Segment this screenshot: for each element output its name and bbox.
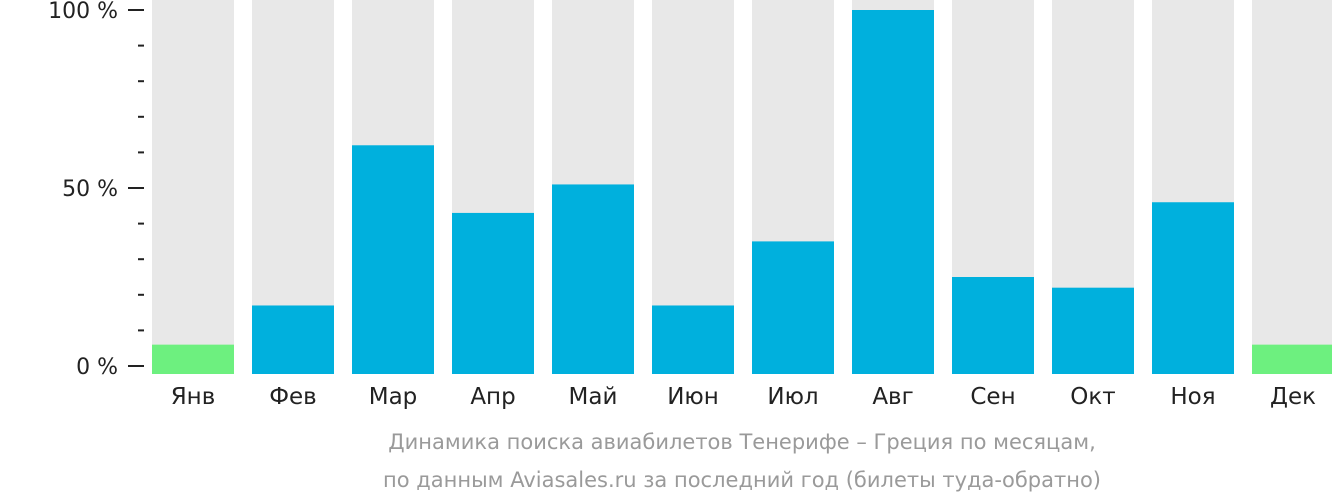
bar-6 [652,305,734,374]
bar-12 [1252,344,1332,374]
chart-caption-line-1: Динамика поиска авиабилетов Тенерифе – Г… [388,430,1096,454]
bar-track [1252,0,1332,374]
bar-2 [252,305,334,374]
x-tick-label: Ноя [1170,384,1215,410]
x-tick-label: Фев [269,384,317,410]
x-tick-label: Окт [1070,384,1115,410]
x-tick-label: Июн [667,384,719,410]
bar-9 [952,277,1034,374]
x-tick-label: Янв [171,384,216,410]
y-tick-label: 100 % [48,0,118,24]
x-tick-label: Дек [1270,384,1316,410]
x-tick-label: Мар [369,384,418,410]
bar-11 [1152,202,1234,374]
x-tick-label: Июл [767,384,818,410]
x-tick-label: Апр [470,384,515,410]
x-tick-label: Май [569,384,618,410]
x-tick-label: Авг [872,384,913,410]
bar-7 [752,241,834,374]
bar-1 [152,344,234,374]
bar-8 [852,10,934,374]
bar-track [152,0,234,374]
y-axis: 0 % 50 % 100 % [48,0,144,380]
chart-caption-line-2: по данным Aviasales.ru за последний год … [383,468,1101,492]
x-axis-labels: Янв Фев Мар Апр Май Июн Июл Авг Сен Окт Ноя Дек [171,384,1316,410]
bar-5 [552,184,634,374]
bar-4 [452,212,534,374]
bar-chart: 0 % 50 % 100 % Янв Фев Мар Апр Май Июн Июл Авг Сен… [48,0,1332,410]
y-tick-label: 0 % [76,355,118,380]
y-tick-label: 50 % [62,177,118,202]
bar-3 [352,145,434,374]
bar-10 [1052,287,1134,374]
x-tick-label: Сен [970,384,1015,410]
bars [152,10,1332,374]
